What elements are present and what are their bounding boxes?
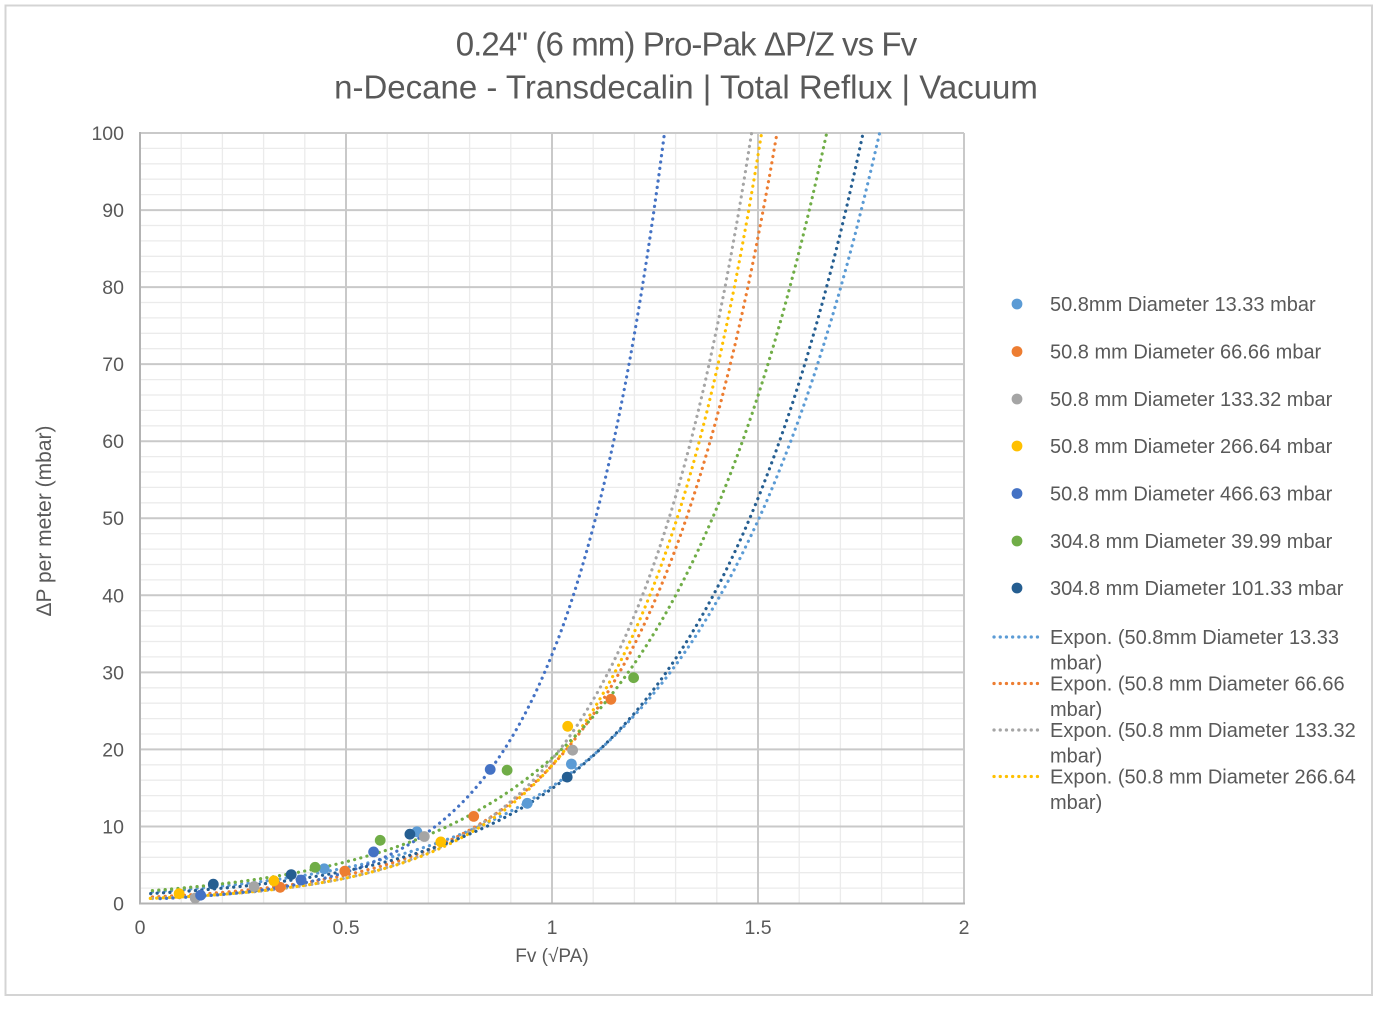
svg-text:304.8 mm Diameter 39.99 mbar: 304.8 mm Diameter 39.99 mbar <box>1050 531 1333 553</box>
svg-text:0: 0 <box>135 917 146 939</box>
svg-text:2: 2 <box>959 917 970 939</box>
svg-text:10: 10 <box>102 817 124 839</box>
svg-text:0: 0 <box>113 894 124 916</box>
svg-text:Expon. (50.8mm Diameter 13.33: Expon. (50.8mm Diameter 13.33 <box>1050 627 1339 649</box>
svg-text:100: 100 <box>91 123 124 145</box>
svg-text:Fv (√PA): Fv (√PA) <box>515 946 588 967</box>
svg-text:1: 1 <box>547 917 558 939</box>
svg-text:50.8 mm Diameter 133.32 mbar: 50.8 mm Diameter 133.32 mbar <box>1050 389 1333 411</box>
svg-text:Expon. (50.8 mm Diameter 266.6: Expon. (50.8 mm Diameter 266.64 <box>1050 767 1356 789</box>
svg-text:0.5: 0.5 <box>332 917 359 939</box>
svg-text:30: 30 <box>102 662 124 684</box>
svg-text:Expon. (50.8 mm Diameter 66.66: Expon. (50.8 mm Diameter 66.66 <box>1050 674 1345 696</box>
svg-text:mbar): mbar) <box>1050 653 1102 675</box>
svg-text:ΔP per meter (mbar): ΔP per meter (mbar) <box>33 425 56 616</box>
svg-text:90: 90 <box>102 200 124 222</box>
svg-text:n-Decane - Transdecalin | Tota: n-Decane - Transdecalin | Total Reflux |… <box>334 69 1038 106</box>
svg-text:50.8mm Diameter 13.33 mbar: 50.8mm Diameter 13.33 mbar <box>1050 294 1316 316</box>
svg-text:60: 60 <box>102 431 124 453</box>
svg-text:304.8 mm Diameter 101.33 mbar: 304.8 mm Diameter 101.33 mbar <box>1050 578 1344 600</box>
svg-text:mbar): mbar) <box>1050 792 1102 814</box>
svg-text:0.24" (6 mm) Pro-Pak ΔP/Z vs F: 0.24" (6 mm) Pro-Pak ΔP/Z vs Fv <box>456 26 918 63</box>
svg-text:50.8 mm Diameter 466.63 mbar: 50.8 mm Diameter 466.63 mbar <box>1050 484 1333 506</box>
svg-text:mbar): mbar) <box>1050 699 1102 721</box>
svg-text:80: 80 <box>102 277 124 299</box>
svg-text:50.8 mm Diameter 266.64 mbar: 50.8 mm Diameter 266.64 mbar <box>1050 436 1333 458</box>
svg-text:20: 20 <box>102 739 124 761</box>
svg-text:mbar): mbar) <box>1050 746 1102 768</box>
svg-text:40: 40 <box>102 585 124 607</box>
svg-text:1.5: 1.5 <box>744 917 771 939</box>
svg-text:70: 70 <box>102 354 124 376</box>
svg-text:50: 50 <box>102 508 124 530</box>
svg-text:Expon. (50.8 mm Diameter 133.3: Expon. (50.8 mm Diameter 133.32 <box>1050 720 1356 742</box>
svg-text:50.8 mm Diameter 66.66 mbar: 50.8 mm Diameter 66.66 mbar <box>1050 342 1322 364</box>
